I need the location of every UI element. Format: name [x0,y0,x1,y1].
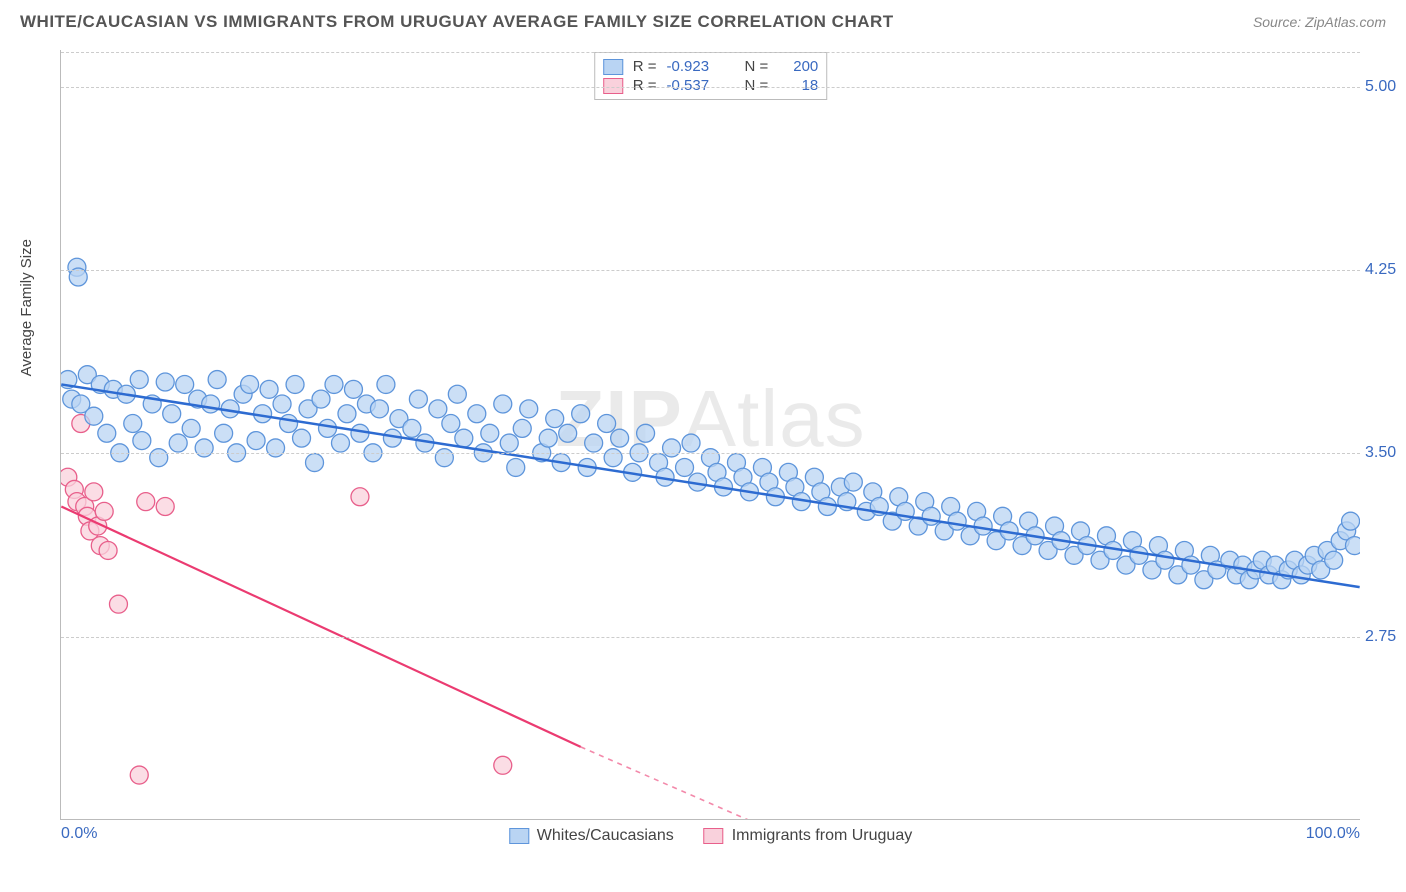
legend-item-2: Immigrants from Uruguay [704,827,913,845]
n-value-1: 200 [778,58,818,75]
plot-svg [61,50,1360,819]
plot-area: ZIPAtlas R = -0.923 N = 200 R = -0.537 N… [60,50,1360,820]
r-label: R = [633,77,657,94]
legend-swatch-2 [603,78,623,94]
r-value-2: -0.537 [667,77,727,94]
chart-container: Average Family Size ZIPAtlas R = -0.923 … [50,40,1386,850]
y-tick-label: 3.50 [1365,444,1406,462]
y-tick-label: 4.25 [1365,261,1406,279]
legend-swatch-series-2 [704,828,724,844]
legend-swatch-1 [603,59,623,75]
source-name: ZipAtlas.com [1305,14,1386,30]
legend-stats: R = -0.923 N = 200 R = -0.537 N = 18 [594,52,828,100]
r-value-1: -0.923 [667,58,727,75]
x-tick-label: 0.0% [61,825,97,843]
legend-swatch-series-1 [509,828,529,844]
r-label: R = [633,58,657,75]
gridline [61,270,1360,271]
y-tick-label: 5.00 [1365,78,1406,96]
n-value-2: 18 [778,77,818,94]
source-label: Source: ZipAtlas.com [1253,14,1386,30]
x-tick-label: 100.0% [1306,825,1360,843]
y-axis-label: Average Family Size [18,239,35,376]
gridline [61,52,1360,53]
legend-stats-row-2: R = -0.537 N = 18 [603,76,819,95]
gridline [61,87,1360,88]
legend-stats-row-1: R = -0.923 N = 200 [603,57,819,76]
legend-label-1: Whites/Caucasians [537,827,674,845]
n-label: N = [745,77,769,94]
source-prefix: Source: [1253,14,1305,30]
legend-label-2: Immigrants from Uruguay [732,827,913,845]
chart-title: WHITE/CAUCASIAN VS IMMIGRANTS FROM URUGU… [20,12,894,32]
legend-item-1: Whites/Caucasians [509,827,674,845]
gridline [61,453,1360,454]
gridline [61,637,1360,638]
n-label: N = [745,58,769,75]
legend-series: Whites/Caucasians Immigrants from Urugua… [509,827,912,845]
y-tick-label: 2.75 [1365,628,1406,646]
